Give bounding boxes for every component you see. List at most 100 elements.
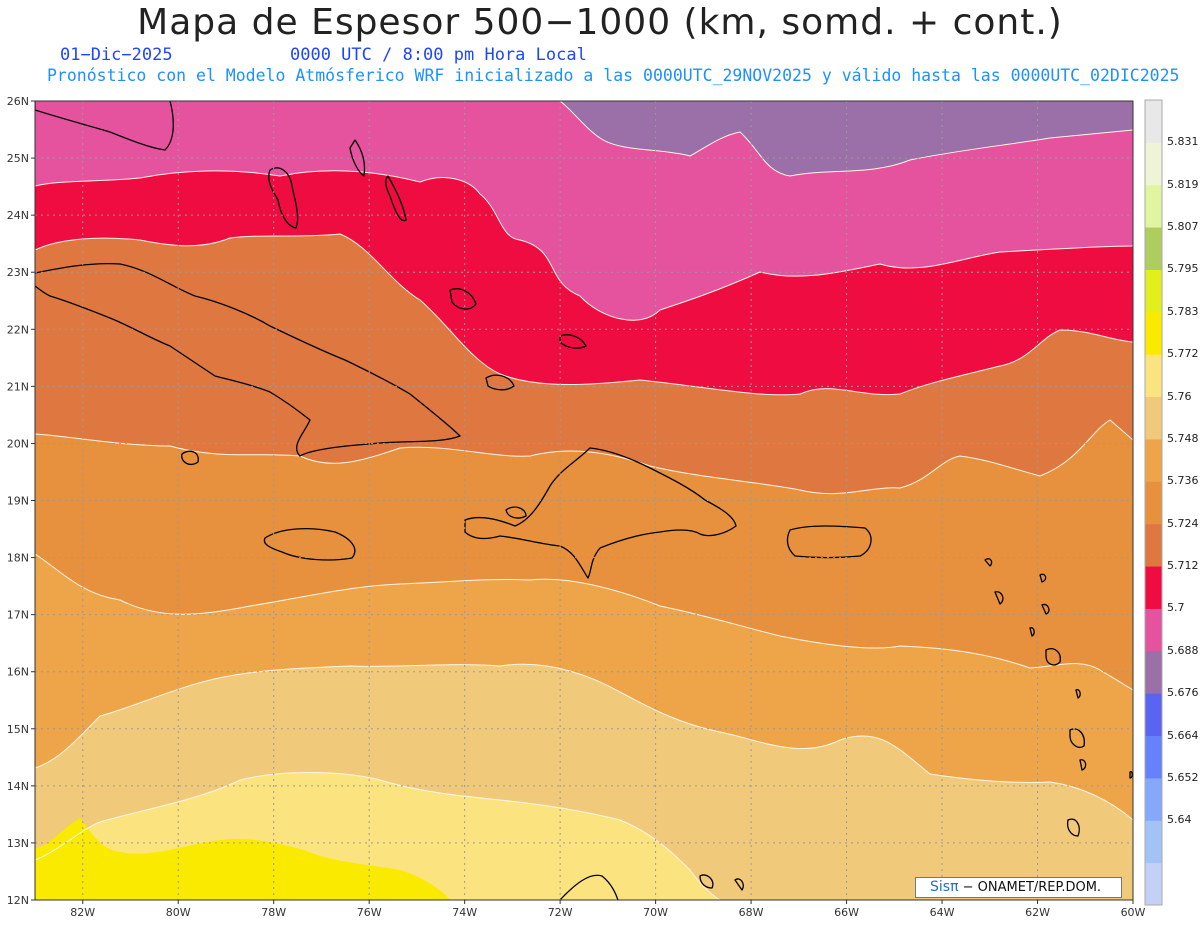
colorbar-swatch bbox=[1145, 608, 1162, 652]
colorbar-swatch bbox=[1145, 650, 1162, 694]
map-title: Mapa de Espesor 500−1000 (km, somd. + co… bbox=[137, 2, 1063, 43]
lat-tick-label: 17N bbox=[7, 609, 29, 622]
lon-tick-label: 72W bbox=[548, 906, 573, 919]
lat-tick-label: 22N bbox=[7, 323, 29, 336]
colorbar-swatch bbox=[1145, 269, 1162, 313]
bahamas-long-island-coastline bbox=[385, 175, 407, 222]
lon-tick-label: 64W bbox=[930, 906, 955, 919]
barbados-coastline bbox=[1129, 771, 1133, 779]
colorbar-swatch bbox=[1145, 566, 1162, 609]
lat-tick-label: 15N bbox=[7, 723, 29, 736]
lat-tick-label: 25N bbox=[7, 152, 29, 165]
colorbar-swatch bbox=[1145, 184, 1162, 228]
colorbar-label: 5.736 bbox=[1167, 474, 1199, 488]
colorbar-label: 5.64 bbox=[1167, 813, 1192, 827]
colorbar-swatch bbox=[1145, 735, 1162, 779]
lon-tick-label: 62W bbox=[1025, 906, 1050, 919]
colorbar-label: 5.76 bbox=[1167, 389, 1192, 403]
contour-line bbox=[35, 553, 1133, 691]
venezuela-coastline bbox=[559, 874, 619, 900]
lat-tick-label: 21N bbox=[7, 380, 29, 393]
guadeloupe-coastline bbox=[1045, 648, 1061, 666]
jamaica-coastline bbox=[263, 528, 356, 561]
colorbar-label: 5.664 bbox=[1167, 728, 1199, 742]
cuba-coastline bbox=[35, 262, 461, 457]
colorbar-label: 5.652 bbox=[1167, 770, 1199, 784]
axis-ticks: 12N 13N 14N 15N 16N 17N 18N 19N 20N 21N 22N 23N 24N 2… bbox=[7, 95, 1146, 919]
colorbar-label: 5.688 bbox=[1167, 643, 1199, 657]
lon-tick-label: 70W bbox=[643, 906, 668, 919]
lat-tick-label: 13N bbox=[7, 837, 29, 850]
lon-tick-label: 60W bbox=[1121, 906, 1146, 919]
sispi-logo: Sisπ bbox=[930, 879, 959, 895]
turks-caicos-coastline bbox=[559, 334, 587, 349]
gonave-coastline bbox=[505, 506, 527, 519]
valid-date: 01−Dic−2025 bbox=[60, 45, 173, 65]
bahamas-eleuthera-coastline bbox=[349, 139, 366, 177]
colorbar-label: 5.7 bbox=[1167, 601, 1185, 615]
colorbar-swatch bbox=[1145, 862, 1162, 906]
puerto-rico-coastline bbox=[786, 525, 872, 559]
forecast-note: Pronóstico con el Modelo Atmósferico WRF… bbox=[47, 66, 1180, 85]
colorbar-swatch bbox=[1145, 438, 1162, 482]
inagua-coastline bbox=[485, 374, 515, 391]
colorbar-swatch bbox=[1145, 481, 1162, 525]
colorbar-frame bbox=[1144, 99, 1163, 906]
contour-line bbox=[35, 663, 1133, 821]
florida-coastline bbox=[35, 101, 174, 151]
lon-tick-label: 74W bbox=[452, 906, 477, 919]
colorbar-label: 5.807 bbox=[1167, 220, 1199, 234]
colorbar-swatch bbox=[1145, 396, 1162, 440]
colorbar bbox=[1144, 99, 1163, 906]
colorbar-label: 5.831 bbox=[1167, 135, 1199, 149]
colorbar-swatch bbox=[1145, 227, 1162, 270]
lon-tick-label: 68W bbox=[739, 906, 764, 919]
martinique-coastline bbox=[1069, 728, 1085, 748]
colorbar-swatch bbox=[1145, 820, 1162, 864]
lesser-antilles-islands bbox=[699, 558, 1087, 891]
colorbar-label: 5.819 bbox=[1167, 177, 1199, 191]
graticule bbox=[35, 101, 1133, 900]
credit-box: Sisπ − ONAMET/REP.DOM. bbox=[915, 877, 1122, 898]
colorbar-label: 5.676 bbox=[1167, 686, 1199, 700]
thickness-fill bbox=[35, 101, 1133, 900]
lat-tick-label: 26N bbox=[7, 95, 29, 108]
colorbar-label: 5.748 bbox=[1167, 431, 1199, 445]
lat-tick-label: 14N bbox=[7, 780, 29, 793]
colorbar-label: 5.724 bbox=[1167, 516, 1199, 530]
isla-juventud-coastline bbox=[181, 450, 199, 466]
lon-tick-label: 76W bbox=[357, 906, 382, 919]
colorbar-swatch bbox=[1145, 311, 1162, 355]
lat-tick-label: 18N bbox=[7, 552, 29, 565]
bahamas-andros-coastline bbox=[268, 167, 299, 229]
colorbar-label: 5.712 bbox=[1167, 559, 1199, 573]
colorbar-label: 5.795 bbox=[1167, 262, 1199, 276]
colorbar-swatch bbox=[1145, 693, 1162, 737]
lat-tick-label: 16N bbox=[7, 666, 29, 679]
lat-tick-label: 19N bbox=[7, 495, 29, 508]
bahamas-acklins-coastline bbox=[449, 288, 477, 310]
trinidad-coastline bbox=[1066, 818, 1080, 837]
lat-tick-label: 24N bbox=[7, 209, 29, 222]
colorbar-swatch bbox=[1145, 777, 1162, 821]
lat-tick-label: 12N bbox=[7, 894, 29, 907]
colorbar-swatch bbox=[1145, 523, 1162, 567]
contour-line bbox=[559, 101, 1133, 177]
colorbar-swatch bbox=[1145, 100, 1162, 143]
contour-line bbox=[35, 233, 1133, 396]
lat-tick-label: 20N bbox=[7, 437, 29, 450]
lon-tick-label: 66W bbox=[834, 906, 859, 919]
lon-tick-label: 78W bbox=[261, 906, 286, 919]
contour-line bbox=[35, 170, 1133, 321]
lat-tick-label: 23N bbox=[7, 266, 29, 279]
band-yellow bbox=[35, 818, 450, 900]
colorbar-label: 5.772 bbox=[1167, 347, 1199, 361]
colorbar-swatch bbox=[1145, 142, 1162, 186]
contour-line bbox=[35, 772, 721, 900]
valid-time: 0000 UTC / 8:00 pm Hora Local bbox=[290, 45, 587, 65]
colorbar-label: 5.783 bbox=[1167, 304, 1199, 318]
colorbar-swatch bbox=[1145, 354, 1162, 398]
credit-text: − ONAMET/REP.DOM. bbox=[962, 880, 1102, 895]
lon-tick-label: 80W bbox=[166, 906, 191, 919]
